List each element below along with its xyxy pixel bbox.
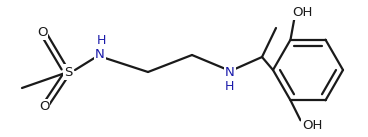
Text: H: H	[96, 35, 106, 48]
Text: OH: OH	[302, 119, 323, 132]
Text: S: S	[64, 65, 72, 79]
Text: N: N	[95, 48, 105, 62]
Text: O: O	[37, 25, 47, 38]
Text: OH: OH	[292, 6, 313, 19]
Text: N: N	[225, 65, 235, 79]
Text: H: H	[224, 79, 234, 92]
Text: O: O	[39, 101, 49, 113]
